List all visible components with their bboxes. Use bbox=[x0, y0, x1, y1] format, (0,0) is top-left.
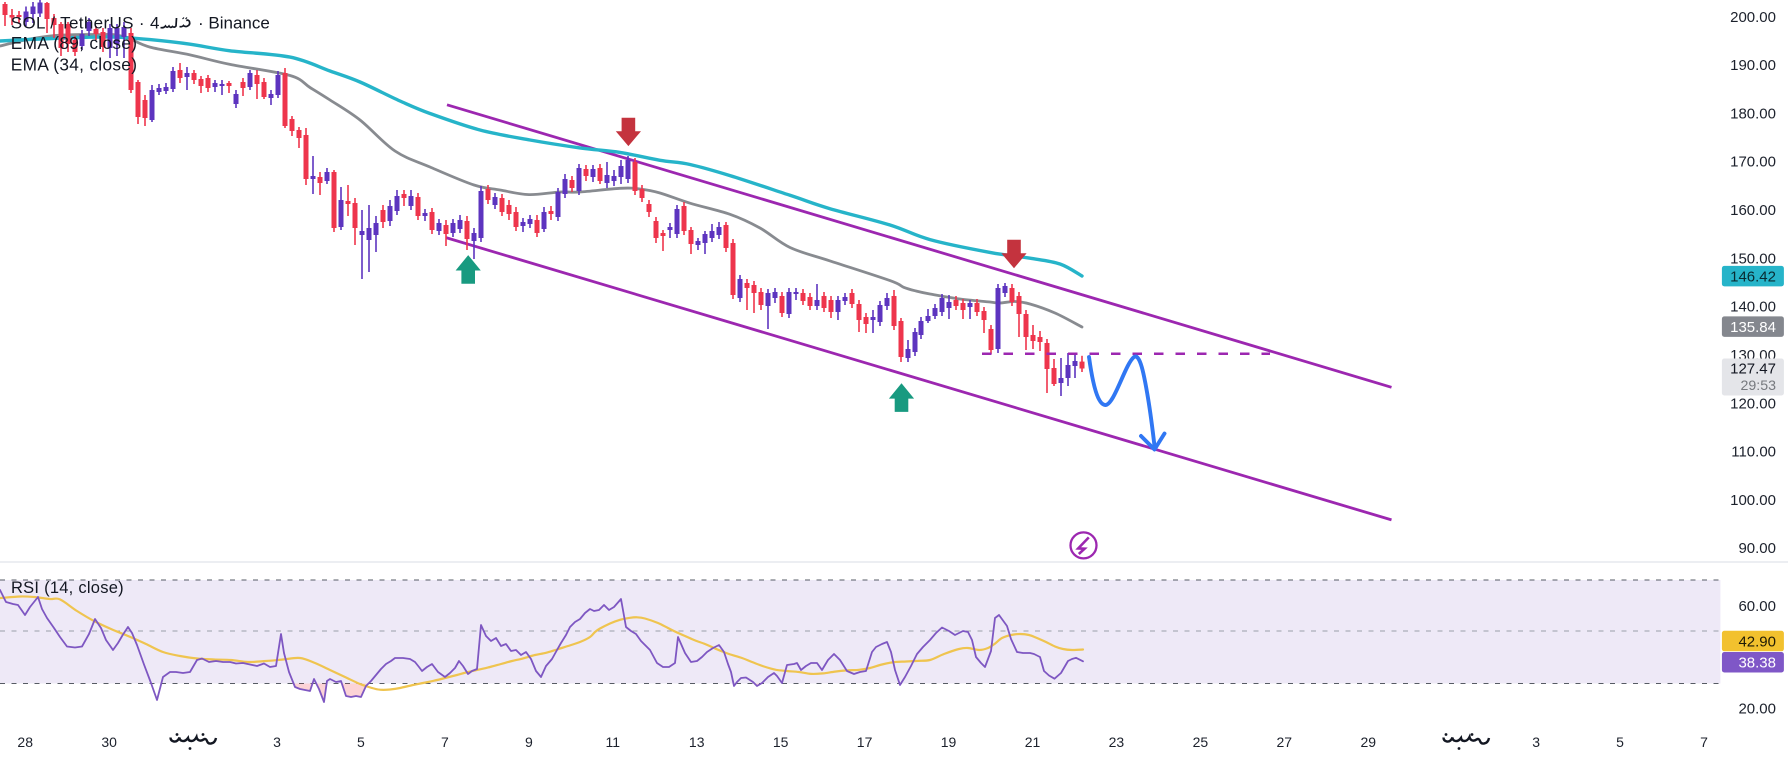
svg-text:38.38: 38.38 bbox=[1738, 655, 1776, 672]
svg-text:21: 21 bbox=[1025, 734, 1041, 750]
svg-text:SOL / TetherUS · 4: SOL / TetherUS · 4 bbox=[11, 14, 160, 33]
svg-text:140.00: 140.00 bbox=[1730, 299, 1776, 316]
svg-text:19: 19 bbox=[941, 734, 957, 750]
svg-text:120.00: 120.00 bbox=[1730, 395, 1776, 412]
svg-text:150.00: 150.00 bbox=[1730, 250, 1776, 267]
svg-text:15: 15 bbox=[773, 734, 789, 750]
svg-text:20.00: 20.00 bbox=[1738, 700, 1776, 717]
svg-text:170.00: 170.00 bbox=[1730, 154, 1776, 171]
svg-text:90.00: 90.00 bbox=[1738, 540, 1776, 557]
svg-text:RSI (14, close): RSI (14, close) bbox=[11, 579, 124, 597]
svg-text:110.00: 110.00 bbox=[1731, 444, 1776, 461]
svg-text:7: 7 bbox=[441, 734, 449, 750]
svg-text:3: 3 bbox=[1532, 734, 1540, 750]
svg-text:100.00: 100.00 bbox=[1730, 492, 1776, 509]
svg-text:60.00: 60.00 bbox=[1738, 598, 1776, 615]
svg-text:EMA (89, close): EMA (89, close) bbox=[11, 33, 137, 53]
svg-text:9: 9 bbox=[525, 734, 533, 750]
svg-text:17: 17 bbox=[857, 734, 873, 750]
svg-text:190.00: 190.00 bbox=[1730, 57, 1776, 74]
svg-text:29: 29 bbox=[1360, 734, 1376, 750]
svg-text:13: 13 bbox=[689, 734, 705, 750]
svg-text:28: 28 bbox=[17, 734, 33, 750]
svg-text:· Binance: · Binance bbox=[198, 14, 270, 33]
svg-text:42.90: 42.90 bbox=[1738, 633, 1776, 650]
svg-text:3: 3 bbox=[273, 734, 281, 750]
svg-text:200.00: 200.00 bbox=[1730, 9, 1776, 26]
svg-text:160.00: 160.00 bbox=[1730, 202, 1776, 219]
svg-text:135.84: 135.84 bbox=[1730, 319, 1776, 336]
svg-text:5: 5 bbox=[1616, 734, 1624, 750]
svg-text:127.47: 127.47 bbox=[1730, 361, 1776, 378]
svg-text:7: 7 bbox=[1700, 734, 1708, 750]
svg-text:146.42: 146.42 bbox=[1730, 269, 1776, 286]
svg-text:27: 27 bbox=[1277, 734, 1293, 750]
svg-text:25: 25 bbox=[1193, 734, 1209, 750]
svg-text:29:53: 29:53 bbox=[1740, 378, 1776, 394]
svg-text:30: 30 bbox=[101, 734, 117, 750]
svg-text:EMA (34, close): EMA (34, close) bbox=[11, 55, 137, 75]
svg-text:180.00: 180.00 bbox=[1730, 105, 1776, 122]
svg-text:5: 5 bbox=[357, 734, 365, 750]
svg-text:11: 11 bbox=[606, 734, 621, 750]
svg-text:23: 23 bbox=[1109, 734, 1125, 750]
